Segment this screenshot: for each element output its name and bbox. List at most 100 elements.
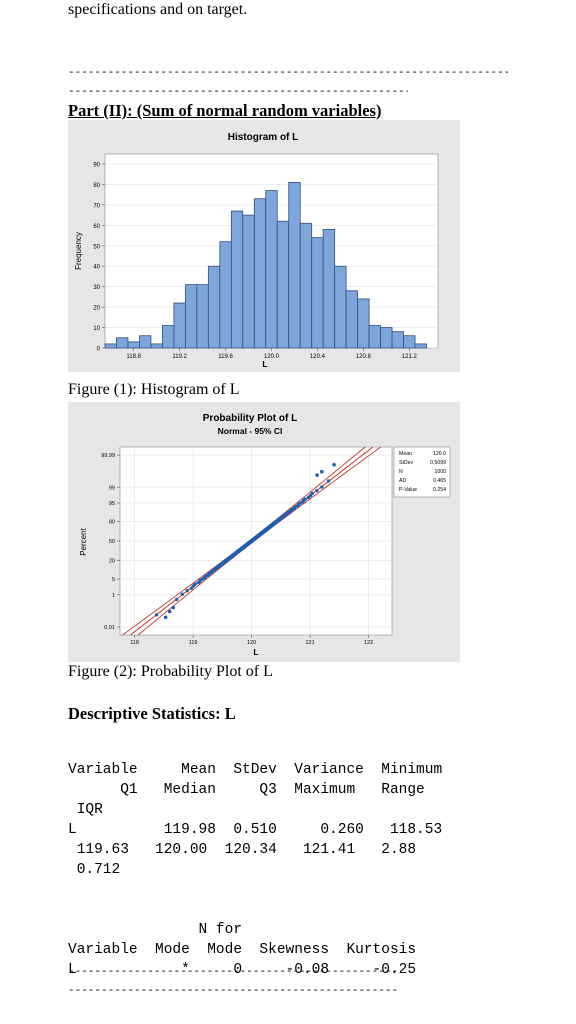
x-tick-label: 121 [306,640,315,646]
stats-line: L 119.98 0.510 0.260 118.53 [68,822,443,838]
y-tick-label: 30 [93,285,100,291]
divider-line: ----------------------------------------… [68,985,399,997]
histogram-bar [265,190,278,349]
stats-line: L * 0 -0.08 -0.25 [68,962,417,978]
figure-caption: Figure (1): Histogram of L [68,381,240,398]
y-tick-label: 80 [109,520,115,526]
histogram-bar [104,343,117,349]
histogram-bar [242,214,255,349]
histogram-bar [380,327,393,349]
stats-heading: Descriptive Statistics: L [68,704,236,723]
x-tick-label: 119.2 [172,354,187,360]
stats-line: Variable Mode Mode Skewness Kurtosis [68,942,417,958]
histogram-bar [391,331,404,349]
data-point [326,479,331,483]
y-axis-label: Percent [79,527,88,555]
y-tick-label: 50 [93,244,100,250]
histogram-bar [322,229,336,349]
x-axis-label: L [262,359,267,369]
data-point [171,605,176,610]
histogram-bar [311,237,324,349]
stats-line [68,880,442,900]
probability-plot-chart: Probability Plot of L Normal - 95% CI 0.… [68,402,460,662]
x-tick-label: 118.8 [126,354,141,360]
x-tick-label: 119 [189,640,198,646]
histogram-bar [196,284,209,349]
stats-line: Q1 Median Q3 Maximum Range [68,782,425,798]
y-tick-label: 70 [93,203,100,209]
x-tick-label: 119.6 [218,354,233,360]
legend-value: 0.465 [433,478,446,484]
data-point [163,615,168,620]
stats-line: 0.712 [68,862,121,878]
histogram-bar [173,302,186,349]
y-tick-label: 99.99 [101,453,115,459]
data-point [154,613,159,617]
data-point [315,473,319,477]
histogram-bar [139,335,152,349]
x-tick-label: 120.0 [264,354,280,360]
histogram-bar [368,325,381,349]
y-tick-label: 0 [97,347,101,353]
divider-line: ----------------------------------------… [68,67,508,79]
y-tick-label: 50 [109,539,115,545]
chart-title: Probability Plot of L [203,413,297,424]
x-tick-label: 120.8 [356,354,372,360]
divider-line: ----------------------------------------… [68,966,399,978]
divider-line: ----------------------------------------… [68,86,408,98]
x-tick-label: 120 [247,640,256,646]
data-point [185,589,189,593]
histogram-bar [207,265,221,349]
histogram-bar [357,298,370,349]
chart-subtitle: Normal - 95% CI [218,426,283,436]
y-tick-label: 99 [109,485,115,491]
y-tick-label: 80 [93,183,100,189]
legend-value: 1000 [434,469,446,475]
histogram-bar [288,182,301,349]
stats-line: IQR [68,802,103,818]
legend-value: 0.5099 [430,460,446,466]
y-tick-label: 5 [112,577,115,583]
histogram-bar [127,341,140,349]
histogram-bar [184,284,198,349]
histogram-bar [403,335,416,349]
data-point [320,469,324,474]
histogram-bar [230,210,244,349]
data-point [175,597,179,602]
histogram-bar [276,220,290,349]
y-tick-label: 40 [93,265,100,271]
histogram-bar [219,241,232,349]
data-point [308,493,313,498]
x-axis-label: L [253,647,258,657]
x-tick-label: 118 [130,640,139,646]
data-point [310,491,315,496]
data-point [167,609,172,614]
y-tick-label: 90 [93,163,100,169]
figure-caption: Figure (2): Probability Plot of L [68,663,273,680]
data-point [193,582,197,586]
data-point [332,462,336,467]
part-heading: Part (II): (Sum of normal random variabl… [68,101,382,120]
data-point [180,592,185,596]
y-axis-label: Frequency [74,232,83,270]
stats-line: N for [68,922,243,938]
x-tick-label: 122 [364,640,373,646]
y-tick-label: 20 [109,559,115,565]
histogram-bar [299,222,313,349]
histogram-bar [162,325,175,349]
histogram-bar [334,265,347,349]
legend-label: StDev [399,460,414,466]
histogram-chart: Histogram of L 0 10 20 30 40 50 60 70 80 90 118.8… [68,120,460,372]
stats-output: Variable Mean StDev Variance Minimum Q1 … [68,760,442,980]
histogram-bar [253,198,267,349]
histogram-bar [345,290,359,349]
y-tick-label: 1 [112,593,115,599]
legend-value: 120.0 [433,451,446,457]
y-tick-label: 95 [109,501,115,507]
data-point [320,485,324,489]
data-point [303,497,308,501]
y-tick-label: 10 [93,326,100,332]
intro-text: specifications and on target. [68,1,248,18]
legend-label: Mean [399,451,412,457]
data-point [315,488,319,493]
